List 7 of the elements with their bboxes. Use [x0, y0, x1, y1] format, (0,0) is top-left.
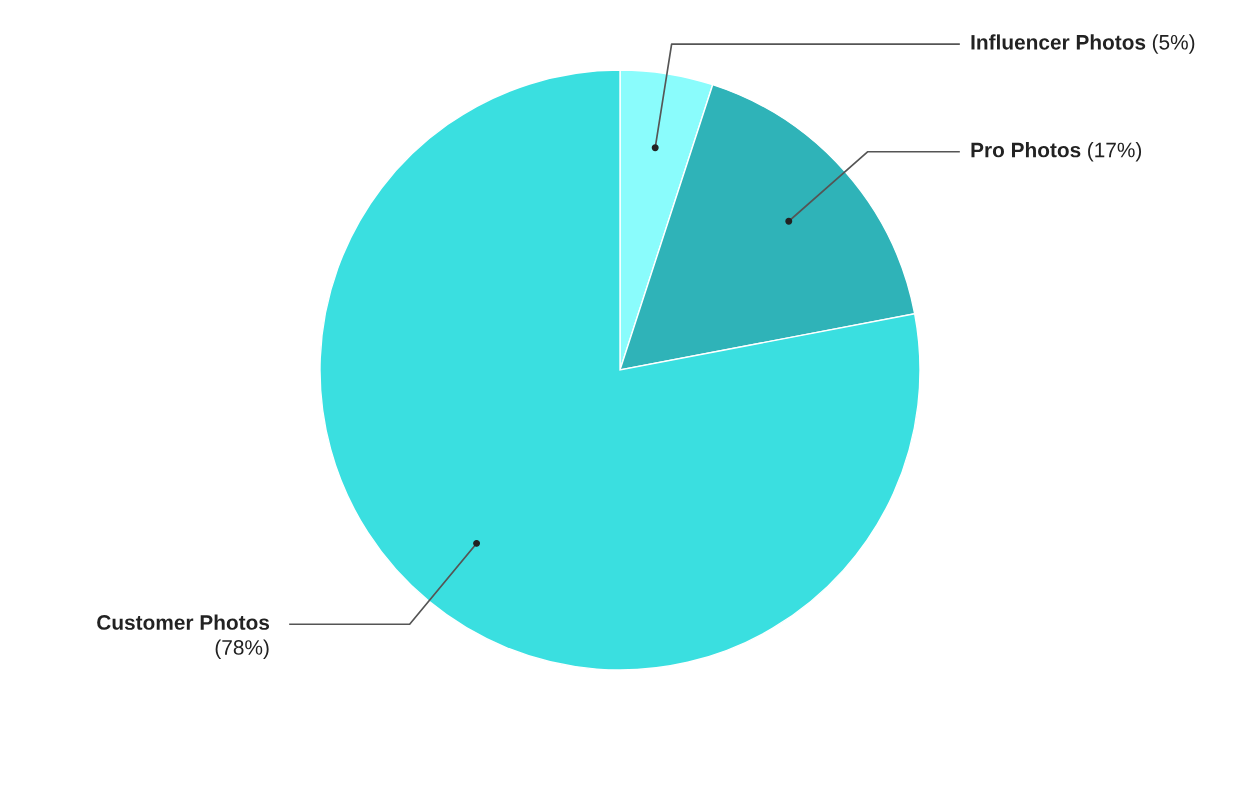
data-label: (78%)	[215, 639, 269, 659]
slice-label: Influencer Photos	[971, 34, 1146, 50]
data-label: (17%)	[1088, 142, 1142, 162]
slice-label: Customer Photos	[97, 614, 270, 630]
slice-label: Pro Photos	[971, 142, 1081, 158]
pie-slice	[319, 69, 921, 671]
data-label: (5%)	[1152, 34, 1195, 54]
